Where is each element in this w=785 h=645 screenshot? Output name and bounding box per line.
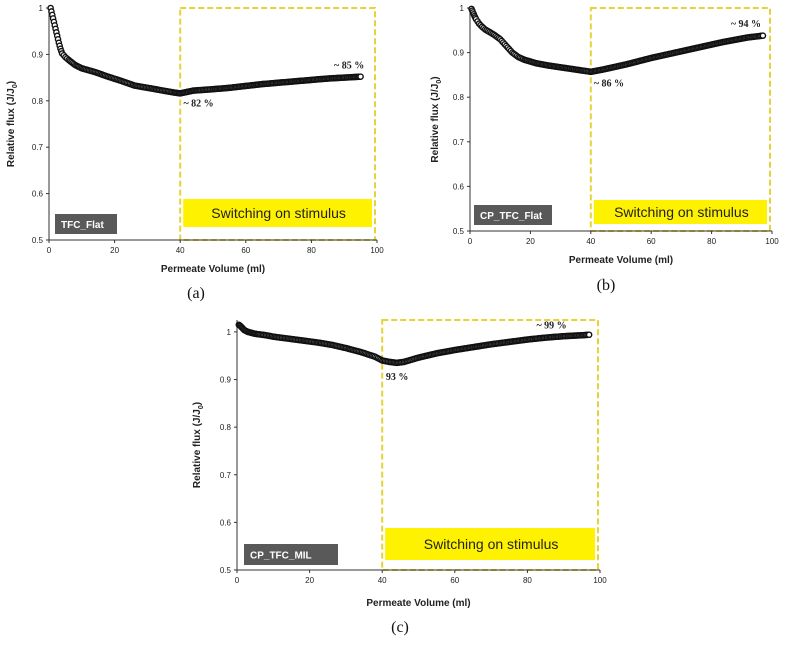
chart-panel-2: Switching on stimulus 0.5 0.6 0.7 0.8 0.9 1 0 20… [430, 4, 779, 294]
y-tick-label: 0.6 [32, 190, 44, 199]
y-axis-label-close: ) [192, 402, 203, 405]
y-tick-label: 0.5 [220, 566, 232, 575]
x-tick-label: 100 [765, 237, 779, 246]
x-tick-label: 20 [110, 246, 119, 255]
y-tick-label: 0.6 [453, 182, 465, 191]
x-tick-label: 80 [707, 237, 716, 246]
y-tick-label: 1 [460, 4, 465, 13]
stimulus-banner [593, 200, 767, 224]
y-axis-label: Relative flux (J/J0) [430, 76, 443, 162]
stimulus-label: Switching on stimulus [424, 536, 559, 552]
y-tick-label: 0.5 [32, 236, 44, 245]
x-tick-label: 0 [468, 237, 473, 246]
y-tick-label: 0.7 [220, 471, 232, 480]
x-tick-label: 40 [586, 237, 595, 246]
stimulus-banner [183, 199, 372, 227]
sample-tag-box [244, 544, 338, 565]
x-tick-label: 20 [305, 576, 314, 585]
stimulus-banner [385, 528, 595, 560]
y-axis-label-close: ) [430, 76, 441, 79]
value-annotation: 93 % [386, 372, 409, 383]
x-tick-label: 20 [526, 237, 535, 246]
y-axis-label-main: Relative flux (J/J [430, 84, 441, 163]
value-annotation: ~ 86 % [594, 79, 624, 90]
y-tick-label: 0.8 [453, 93, 465, 102]
data-series [468, 5, 767, 76]
data-point [759, 32, 767, 39]
y-tick-label: 0.7 [453, 138, 465, 147]
x-tick-label: 40 [378, 576, 387, 585]
sample-tag-label: CP_TFC_Flat [480, 211, 543, 222]
value-annotation: ~ 94 % [731, 19, 761, 30]
chart-panel-1: Switching on stimulus 0.5 0.6 0.7 0.8 0.9 1 0 20… [6, 4, 384, 302]
chart-panel-3: Switching on stimulus 0.5 0.6 0.7 0.8 0.9 1 0 20… [192, 319, 607, 636]
data-series [235, 321, 593, 367]
y-tick-label: 0.9 [453, 49, 465, 58]
y-tick-label: 1 [39, 4, 44, 13]
panel-label: (b) [597, 277, 616, 294]
y-tick-label: 0.7 [32, 143, 44, 152]
y-tick-label: 1 [227, 328, 232, 337]
value-annotation: ~ 99 % [536, 321, 566, 332]
x-tick-label: 80 [523, 576, 532, 585]
y-tick-label: 0.6 [220, 518, 232, 527]
y-axis-label-main: Relative flux (J/J [192, 409, 203, 488]
y-axis-label: Relative flux (J/J0) [6, 81, 19, 167]
y-axis-label-subscript: 0 [12, 84, 19, 88]
stimulus-label: Switching on stimulus [614, 204, 749, 220]
data-point [357, 73, 364, 80]
sample-tag-box [55, 214, 117, 234]
x-tick-label: 100 [370, 246, 384, 255]
y-axis-label-subscript: 0 [198, 405, 205, 409]
y-tick-label: 0.5 [453, 227, 465, 236]
x-tick-label: 40 [176, 246, 185, 255]
y-axis-label-close: ) [6, 81, 17, 84]
x-tick-label: 80 [307, 246, 316, 255]
y-axis-label-main: Relative flux (J/J [6, 88, 17, 167]
panel-label: (c) [391, 619, 409, 636]
sample-tag-label: TFC_Flat [61, 220, 104, 231]
x-tick-label: 60 [450, 576, 459, 585]
x-axis-label: Permeate Volume (ml) [366, 598, 470, 609]
y-tick-label: 0.9 [32, 50, 44, 59]
stimulus-region-box [381, 319, 600, 571]
x-tick-label: 60 [241, 246, 250, 255]
y-axis-label: Relative flux (J/J0) [192, 402, 205, 488]
x-tick-label: 60 [647, 237, 656, 246]
y-axis-label-subscript: 0 [436, 80, 443, 84]
data-series [47, 4, 364, 97]
x-tick-label: 0 [235, 576, 240, 585]
panel-label: (a) [187, 285, 205, 302]
data-point [585, 331, 593, 339]
value-annotation: ~ 82 % [183, 98, 213, 109]
sample-tag-box [474, 205, 552, 225]
y-tick-label: 0.9 [220, 376, 232, 385]
y-tick-label: 0.8 [220, 423, 232, 432]
y-tick-label: 0.8 [32, 97, 44, 106]
x-axis-label: Permeate Volume (ml) [569, 255, 673, 266]
stimulus-label: Switching on stimulus [211, 205, 346, 221]
x-axis-label: Permeate Volume (ml) [161, 264, 265, 275]
value-annotation: ~ 85 % [334, 61, 364, 72]
x-tick-label: 100 [593, 576, 607, 585]
sample-tag-label: CP_TFC_MIL [250, 551, 312, 562]
x-tick-label: 0 [47, 246, 52, 255]
